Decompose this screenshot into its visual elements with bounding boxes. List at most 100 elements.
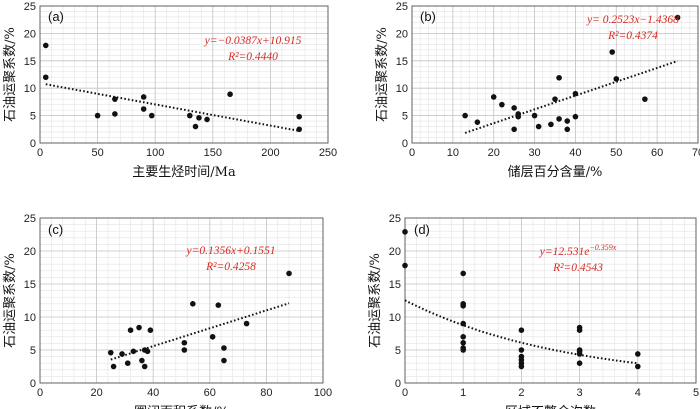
y-tick-label: 0 — [402, 138, 408, 150]
x-tick-label: 80 — [260, 387, 272, 399]
x-tick-label: 100 — [146, 147, 164, 159]
y-tick-label: 15 — [24, 279, 36, 291]
panel-a: 0 50 100 150 200 250 0 5 10 15 20 25 主要生烃时间/Ma 石油运聚系数… — [3, 1, 337, 180]
data-point — [511, 126, 517, 133]
y-axis-label: 石油运聚系数/% — [3, 27, 18, 122]
data-point — [227, 91, 233, 98]
minor-grid — [39, 5, 329, 144]
major-grid — [404, 217, 697, 384]
data-point — [221, 345, 227, 351]
x-tick-label: 200 — [261, 147, 279, 159]
data-point — [518, 347, 525, 353]
data-point — [576, 327, 583, 334]
panel-label: (a) — [48, 9, 64, 24]
plot-frame — [39, 5, 329, 144]
data-point — [460, 347, 467, 353]
data-point — [572, 90, 579, 97]
x-tick-label: 40 — [569, 147, 581, 159]
y-tick-label: 15 — [24, 56, 36, 68]
x-tick-label: 10 — [447, 147, 459, 159]
panel-label: (d) — [414, 222, 430, 237]
x-tick-label: 20 — [488, 147, 500, 159]
major-grid — [39, 217, 324, 384]
data-point — [511, 105, 517, 111]
data-point — [42, 74, 49, 81]
trend-line — [464, 60, 678, 134]
x-tick-label: 0 — [409, 147, 415, 159]
y-tick-label: 10 — [396, 83, 408, 95]
panel-label: (c) — [48, 222, 63, 237]
data-point — [221, 357, 227, 364]
fit-r-squared: R²=0.4374 — [607, 30, 658, 42]
data-point — [518, 363, 525, 370]
data-point — [130, 348, 137, 355]
x-tick-label: 3 — [577, 387, 583, 399]
data-point — [209, 334, 216, 340]
trend-line — [404, 299, 638, 365]
x-tick-label: 2 — [518, 387, 524, 399]
y-tick-label: 0 — [30, 378, 36, 390]
data-point — [148, 112, 155, 119]
data-point — [124, 360, 131, 367]
data-point — [196, 114, 202, 121]
panel-label: (b) — [420, 9, 436, 24]
data-point — [107, 349, 114, 356]
data-point — [674, 14, 681, 21]
y-tick-label: 20 — [389, 246, 401, 258]
data-point — [564, 126, 571, 133]
data-point — [110, 363, 117, 370]
data-point — [635, 351, 641, 357]
trend-line — [110, 302, 290, 361]
data-point — [42, 42, 49, 49]
data-point — [119, 351, 125, 357]
y-tick-label: 0 — [30, 138, 36, 150]
x-tick-label: 0 — [37, 387, 43, 399]
data-point — [243, 320, 250, 327]
data-point — [564, 118, 571, 124]
minor-grid — [411, 5, 699, 144]
data-point — [460, 320, 467, 327]
data-point — [296, 113, 303, 120]
minor-grid — [39, 217, 324, 384]
data-point — [531, 112, 538, 119]
data-point — [642, 96, 648, 102]
y-tick-label: 5 — [395, 345, 401, 357]
y-axis-label: 石油运聚系数/% — [375, 27, 390, 122]
x-tick-label: 0 — [37, 147, 43, 159]
data-point — [576, 360, 583, 367]
y-axis-label: 石油运聚系数/% — [368, 253, 383, 348]
x-tick-label: 100 — [314, 387, 332, 399]
y-tick-label: 20 — [24, 28, 36, 40]
data-point — [462, 112, 468, 119]
y-tick-label: 20 — [24, 246, 36, 258]
data-point — [499, 101, 505, 108]
data-point — [286, 270, 292, 277]
data-point — [535, 123, 542, 130]
data-point — [140, 94, 147, 100]
data-point — [572, 113, 579, 120]
data-point — [136, 324, 142, 331]
x-tick-label: 5 — [693, 387, 699, 399]
data-point — [515, 113, 522, 120]
data-point — [147, 327, 154, 334]
data-point — [613, 76, 620, 82]
data-point — [460, 270, 467, 277]
fit-equation: y=0.1356x+0.1551 — [186, 245, 276, 257]
data-point — [556, 116, 562, 122]
x-axis-label: 主要生烃时间/Ma — [132, 165, 236, 180]
y-tick-label: 0 — [395, 378, 401, 390]
data-point — [94, 112, 101, 119]
y-tick-label: 20 — [396, 28, 408, 40]
y-axis-label: 石油运聚系数/% — [3, 253, 18, 348]
y-tick-label: 10 — [389, 312, 401, 324]
data-point — [181, 347, 188, 353]
data-point — [402, 262, 408, 269]
x-tick-label: 40 — [147, 387, 159, 399]
data-point — [140, 106, 147, 112]
y-tick-label: 10 — [24, 83, 36, 95]
fit-r-squared: R²=0.4543 — [552, 262, 603, 274]
data-point — [460, 339, 467, 346]
y-tick-label: 5 — [30, 345, 36, 357]
y-tick-label: 25 — [396, 1, 408, 13]
